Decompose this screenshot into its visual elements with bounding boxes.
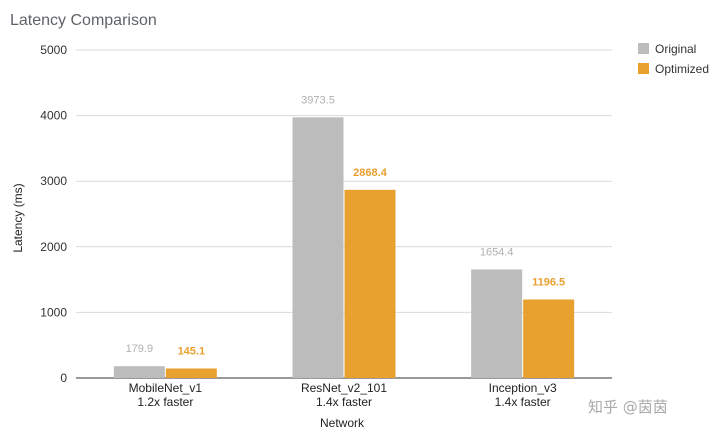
category-label: ResNet_v2_101 — [301, 381, 387, 395]
category-label: MobileNet_v1 — [129, 381, 203, 395]
y-tick-label: 4000 — [40, 109, 67, 123]
legend-label-original: Original — [655, 42, 696, 56]
legend: Original Optimized — [638, 42, 709, 76]
data-label-original: 179.9 — [126, 343, 154, 355]
category-label: Inception_v3 — [489, 381, 557, 395]
y-tick-label: 1000 — [40, 305, 67, 319]
y-tick-label: 2000 — [40, 240, 67, 254]
data-label-original: 1654.4 — [480, 246, 514, 258]
category-note: 1.4x faster — [495, 395, 551, 409]
bar-optimized-resnet_v2_101 — [344, 189, 396, 378]
legend-label-optimized: Optimized — [655, 62, 709, 76]
y-tick-label: 5000 — [40, 43, 67, 57]
data-label-optimized: 2868.4 — [353, 167, 388, 179]
y-tick-label: 3000 — [40, 174, 67, 188]
bar-optimized-inception_v3 — [523, 299, 575, 378]
y-tick-label: 0 — [60, 371, 67, 385]
data-labels: 179.9 145.1 3973.5 2868.4 1654.4 1196.5 — [126, 94, 566, 357]
bars — [113, 117, 575, 378]
bar-original-resnet_v2_101 — [292, 117, 344, 378]
y-axis-title: Latency (ms) — [11, 183, 25, 252]
data-label-optimized: 145.1 — [178, 345, 206, 357]
x-axis-title: Network — [320, 416, 365, 430]
bar-optimized-mobilenet_v1 — [165, 368, 217, 378]
bar-original-mobilenet_v1 — [113, 366, 165, 378]
data-label-optimized: 1196.5 — [532, 277, 565, 289]
gridlines — [76, 49, 612, 379]
y-axis-ticks: 0 1000 2000 3000 4000 5000 — [40, 43, 67, 385]
bar-original-inception_v3 — [471, 269, 523, 378]
chart-title: Latency Comparison — [10, 12, 157, 29]
legend-swatch-original — [638, 43, 649, 54]
data-label-original: 3973.5 — [301, 94, 335, 106]
watermark-text: 知乎 @茵茵 — [588, 398, 668, 416]
category-note: 1.4x faster — [316, 395, 372, 409]
legend-swatch-optimized — [638, 63, 649, 74]
category-labels: MobileNet_v11.2x fasterResNet_v2_1011.4x… — [129, 381, 557, 409]
category-note: 1.2x faster — [137, 395, 193, 409]
